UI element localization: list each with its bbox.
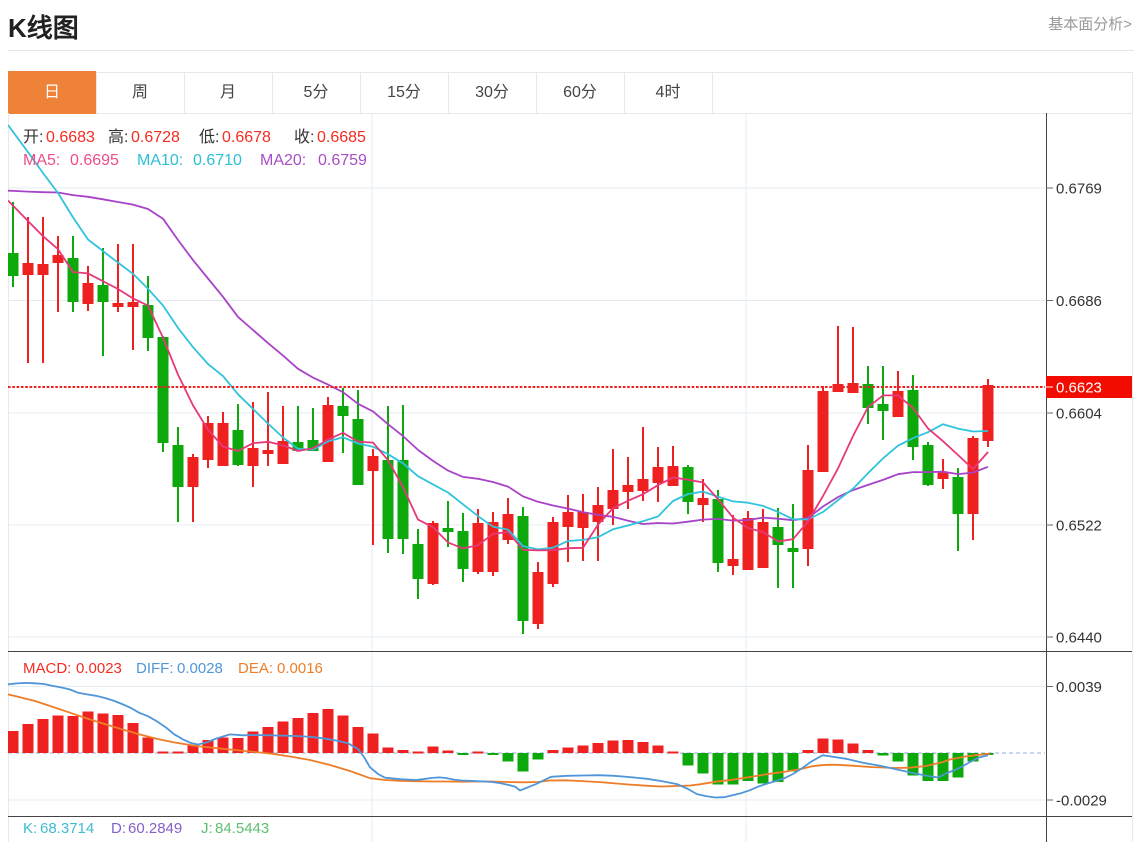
- svg-text:D:: D:: [111, 820, 126, 837]
- svg-text:0.6623: 0.6623: [1056, 380, 1102, 397]
- svg-text:MACD:: MACD:: [23, 660, 71, 677]
- svg-text:0.6710: 0.6710: [193, 152, 242, 169]
- svg-text:0.6678: 0.6678: [222, 129, 271, 146]
- svg-text:高:: 高:: [108, 128, 128, 146]
- svg-text:DEA:: DEA:: [238, 660, 273, 677]
- svg-text:0.0023: 0.0023: [76, 660, 122, 677]
- svg-text:DIFF:: DIFF:: [136, 660, 174, 677]
- svg-text:开:: 开:: [23, 129, 43, 146]
- svg-text:0.6695: 0.6695: [70, 152, 119, 169]
- svg-text:收:: 收:: [294, 128, 314, 146]
- svg-text:0.6440: 0.6440: [1056, 630, 1102, 647]
- svg-text:J:: J:: [201, 820, 213, 837]
- svg-text:0.6686: 0.6686: [1056, 293, 1102, 310]
- svg-text:0.6759: 0.6759: [318, 152, 367, 169]
- svg-text:MA20:: MA20:: [260, 152, 306, 169]
- svg-text:0.0039: 0.0039: [1056, 679, 1102, 696]
- svg-text:0.6683: 0.6683: [46, 129, 95, 146]
- svg-text:60.2849: 60.2849: [128, 820, 182, 837]
- svg-text:0.6604: 0.6604: [1056, 406, 1102, 423]
- svg-text:0.6522: 0.6522: [1056, 518, 1102, 535]
- svg-text:低:: 低:: [199, 128, 219, 146]
- svg-text:0.6769: 0.6769: [1056, 181, 1102, 198]
- svg-text:84.5443: 84.5443: [215, 820, 269, 837]
- svg-text:MA5:: MA5:: [23, 152, 60, 169]
- svg-text:0.6685: 0.6685: [317, 129, 366, 146]
- svg-text:K:: K:: [23, 820, 37, 837]
- svg-text:MA10:: MA10:: [137, 152, 183, 169]
- svg-text:0.6728: 0.6728: [131, 129, 180, 146]
- svg-text:0.0016: 0.0016: [277, 660, 323, 677]
- svg-text:0.0028: 0.0028: [177, 660, 223, 677]
- svg-text:-0.0029: -0.0029: [1056, 793, 1107, 810]
- svg-text:68.3714: 68.3714: [40, 820, 94, 837]
